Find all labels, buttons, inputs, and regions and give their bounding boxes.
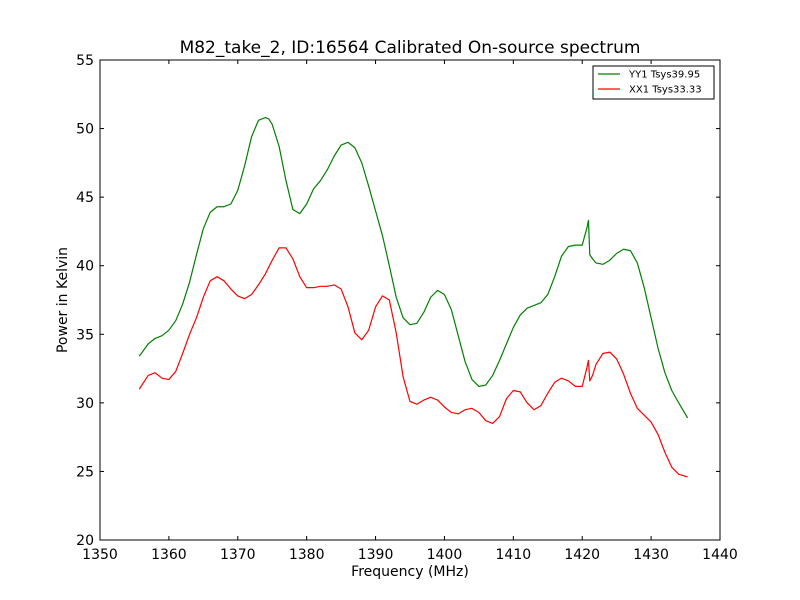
x-tick-label: 1350 — [82, 547, 118, 563]
series-line-1 — [138, 247, 688, 478]
y-tick-label: 40 — [76, 259, 94, 275]
x-tick-label: 1440 — [702, 547, 738, 563]
chart-title: M82_take_2, ID:16564 Calibrated On-sourc… — [180, 38, 641, 58]
x-axis: 1350 1360 1370 1380 1390 1400 1410 1420 1430 1440 — [82, 60, 738, 563]
y-tick-label: 55 — [76, 53, 94, 69]
x-tick-label: 1390 — [358, 547, 394, 563]
x-tick-label: 1410 — [496, 547, 532, 563]
legend-label-yy1: YY1 Tsys39.95 — [628, 70, 700, 81]
plot-series-group — [138, 117, 689, 478]
x-tick-label: 1370 — [220, 547, 256, 563]
y-tick-label: 20 — [76, 533, 94, 549]
plot-frame — [99, 59, 721, 541]
y-axis: 20 25 30 35 40 45 50 55 — [76, 53, 720, 549]
series-line-0 — [138, 117, 689, 419]
legend-label-xx1: XX1 Tsys33.33 — [629, 85, 702, 96]
x-tick-label: 1400 — [427, 547, 463, 563]
y-tick-label: 50 — [76, 122, 94, 138]
y-tick-label: 35 — [76, 327, 94, 343]
x-axis-title: Frequency (MHz) — [351, 564, 469, 580]
y-tick-label: 30 — [76, 396, 94, 412]
x-tick-label: 1360 — [151, 547, 187, 563]
y-tick-label: 45 — [76, 190, 94, 206]
y-tick-label: 25 — [76, 464, 94, 480]
legend-box — [592, 65, 715, 100]
x-tick-label: 1420 — [564, 547, 600, 563]
x-tick-label: 1430 — [633, 547, 669, 563]
legend: YY1 Tsys39.95 XX1 Tsys33.33 — [592, 65, 715, 100]
y-axis-title: Power in Kelvin — [55, 247, 71, 353]
x-tick-label: 1380 — [289, 547, 325, 563]
